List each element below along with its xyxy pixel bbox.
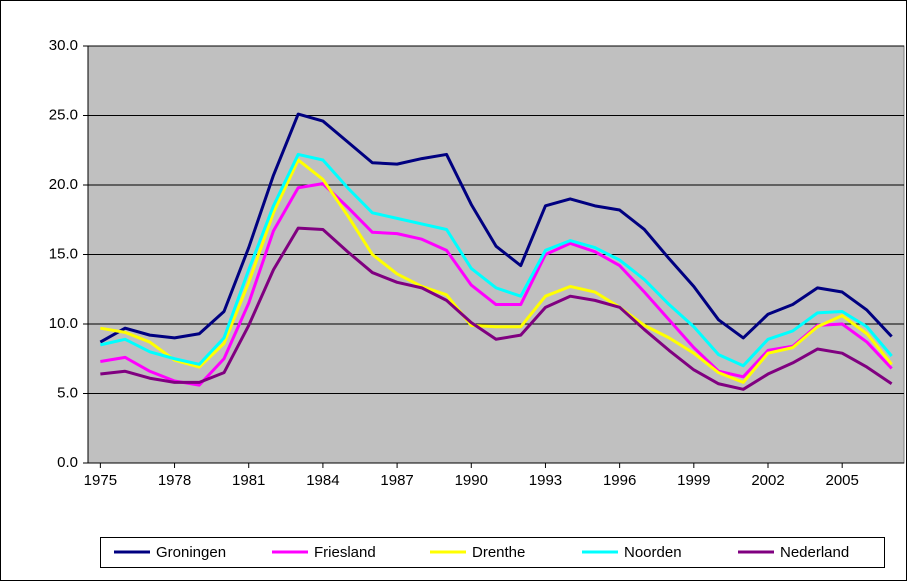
x-tick-label: 1987 <box>380 472 413 489</box>
y-tick-label: 10.0 <box>49 315 78 332</box>
x-tick-label: 1975 <box>84 472 117 489</box>
y-tick-label: 0.0 <box>57 454 78 471</box>
legend-label: Drenthe <box>472 544 525 561</box>
y-tick-label: 20.0 <box>49 176 78 193</box>
x-tick-label: 1981 <box>232 472 265 489</box>
x-tick-label: 1984 <box>306 472 339 489</box>
x-tick-label: 1996 <box>603 472 636 489</box>
x-tick-label: 1993 <box>529 472 562 489</box>
y-tick-label: 30.0 <box>49 37 78 54</box>
x-tick-label: 2002 <box>751 472 784 489</box>
series-line <box>100 152 893 368</box>
legend-label: Nederland <box>780 544 849 561</box>
x-tick-label: 2005 <box>825 472 858 489</box>
series-line <box>99 112 893 344</box>
y-tick-label: 15.0 <box>49 245 78 262</box>
legend-label: Noorden <box>624 544 682 561</box>
legend-label: Groningen <box>156 544 226 561</box>
legend-label: Friesland <box>314 544 376 561</box>
series-line <box>100 158 893 384</box>
series-line <box>100 182 893 387</box>
x-tick-label: 1999 <box>677 472 710 489</box>
x-tick-label: 1990 <box>455 472 488 489</box>
series-line <box>100 226 893 391</box>
y-tick-label: 5.0 <box>57 384 78 401</box>
y-tick-label: 25.0 <box>49 106 78 123</box>
x-tick-label: 1978 <box>158 472 191 489</box>
